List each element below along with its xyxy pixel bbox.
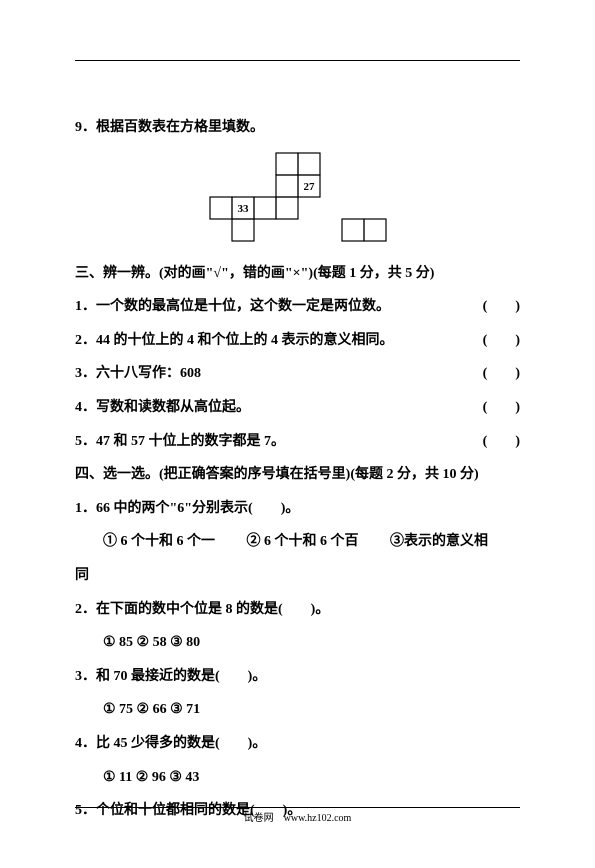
- s4-q2-opts: ① 85 ② 58 ③ 80: [75, 626, 520, 660]
- s4-q1-opt-c-part2: 同: [75, 559, 520, 593]
- s4-q1-stem: 1．66 中的两个"6"分别表示( )。: [75, 492, 520, 526]
- s4-q4-stem: 4．比 45 少得多的数是( )。: [75, 727, 520, 761]
- s3-item-1: 1．一个数的最高位是十位，这个数一定是两位数。 ( ): [75, 290, 520, 324]
- s4-q1-opts-line1: ① 6 个十和 6 个一 ② 6 个十和 6 个百 ③表示的意义相: [75, 525, 520, 559]
- s4-q1-opt-c-part1: ③表示的意义相: [390, 534, 488, 549]
- s3-item-4-paren: ( ): [473, 391, 520, 425]
- s3-item-1-n: 1．: [75, 299, 96, 314]
- s4-q3-stem: 3．和 70 最接近的数是( )。: [75, 660, 520, 694]
- s3-item-5-text: 47 和 57 十位上的数字都是 7。: [96, 434, 285, 449]
- q9-diagram: 27 33: [75, 151, 520, 243]
- s4-q1-opt-b: ② 6 个十和 6 个百: [247, 534, 359, 549]
- svg-text:33: 33: [237, 202, 249, 214]
- footer: 试卷网 www.hz102.com: [0, 809, 595, 824]
- s3-item-3-paren: ( ): [473, 357, 520, 391]
- s3-item-4: 4．写数和读数都从高位起。 ( ): [75, 391, 520, 425]
- s3-item-3: 3．六十八写作：608 ( ): [75, 357, 520, 391]
- bottom-rule: [75, 807, 520, 808]
- top-rule: [75, 60, 520, 61]
- s3-item-2-text: 44 的十位上的 4 和个位上的 4 表示的意义相同。: [96, 333, 394, 348]
- s3-item-5-paren: ( ): [473, 425, 520, 459]
- q9-label: 9．根据百数表在方格里填数。: [75, 111, 520, 145]
- s3-item-4-text: 写数和读数都从高位起。: [96, 400, 250, 415]
- section4-heading: 四、选一选。(把正确答案的序号填在括号里)(每题 2 分，共 10 分): [75, 458, 520, 492]
- s3-item-2-n: 2．: [75, 333, 96, 348]
- s3-item-2: 2．44 的十位上的 4 和个位上的 4 表示的意义相同。 ( ): [75, 324, 520, 358]
- s4-q3-opts: ① 75 ② 66 ③ 71: [75, 693, 520, 727]
- section3-heading: 三、辨一辨。(对的画"√"，错的画"×")(每题 1 分，共 5 分): [75, 257, 520, 291]
- s4-q1-opt-a: ① 6 个十和 6 个一: [103, 534, 215, 549]
- s3-item-5-n: 5．: [75, 434, 96, 449]
- s3-item-3-n: 3．: [75, 366, 96, 381]
- s4-q4-opts: ① 11 ② 96 ③ 43: [75, 761, 520, 795]
- svg-text:27: 27: [303, 180, 315, 192]
- s3-item-1-paren: ( ): [473, 290, 520, 324]
- s3-item-2-paren: ( ): [473, 324, 520, 358]
- footer-url: www.hz102.com: [284, 813, 352, 824]
- footer-label: 试卷网: [244, 813, 274, 824]
- s3-item-4-n: 4．: [75, 400, 96, 415]
- s3-item-1-text: 一个数的最高位是十位，这个数一定是两位数。: [96, 299, 390, 314]
- s3-item-5: 5．47 和 57 十位上的数字都是 7。 ( ): [75, 425, 520, 459]
- s3-item-3-text: 六十八写作：608: [96, 366, 201, 381]
- s4-q2-stem: 2．在下面的数中个位是 8 的数是( )。: [75, 593, 520, 627]
